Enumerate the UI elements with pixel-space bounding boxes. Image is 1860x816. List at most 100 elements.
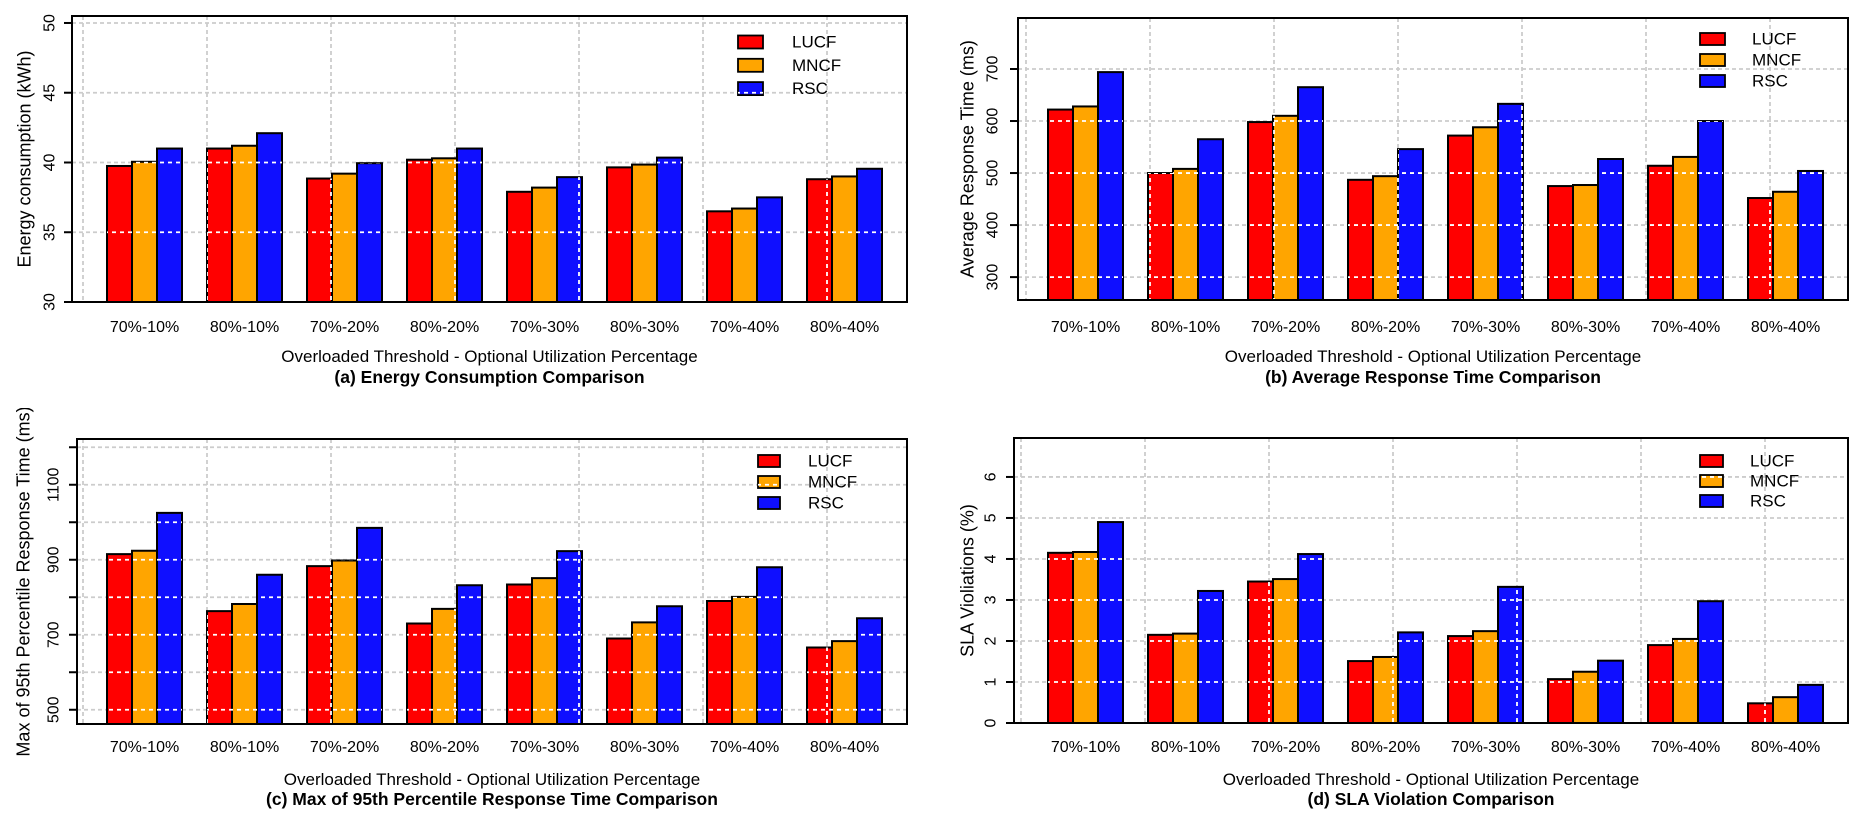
y-tick-label: 700	[985, 56, 1002, 83]
legend-label-rsc: RSC	[1752, 72, 1788, 91]
y-tick-label: 700	[46, 621, 63, 648]
bar-rsc-70%-10%	[156, 147, 183, 303]
bar-mncf-80%-10%	[231, 603, 258, 725]
bar-lucf-70%-20%	[306, 177, 333, 303]
x-axis-title: Overloaded Threshold - Optional Utilizat…	[1223, 770, 1639, 789]
x-tick-label: 70%-30%	[1451, 319, 1520, 336]
bar-mncf-80%-40%	[831, 175, 858, 303]
y-tick-label: 40	[42, 153, 59, 171]
bar-rsc-70%-10%	[1097, 71, 1124, 301]
legend-swatch-rsc	[737, 81, 764, 96]
bar-lucf-80%-40%	[806, 178, 833, 303]
bar-lucf-70%-20%	[306, 565, 333, 725]
legend-label-mncf: MNCF	[1752, 51, 1801, 70]
bar-rsc-80%-40%	[1797, 683, 1824, 725]
bar-mncf-70%-40%	[1672, 637, 1699, 725]
legend-swatches	[1699, 32, 1726, 88]
bar-mncf-80%-20%	[431, 157, 458, 303]
bar-lucf-80%-10%	[206, 147, 233, 303]
bar-rsc-80%-20%	[456, 584, 483, 725]
bar-mncf-70%-10%	[1072, 551, 1099, 724]
x-tick-label: 70%-40%	[710, 319, 779, 336]
legend-label-mncf: MNCF	[808, 473, 857, 492]
legend-swatch-rsc	[757, 496, 781, 510]
x-tick-label: 80%-40%	[810, 319, 879, 336]
legend-label-rsc: RSC	[792, 79, 828, 98]
x-tick-label: 80%-30%	[1551, 739, 1620, 756]
legend-label-lucf: LUCF	[792, 33, 836, 52]
y-tick-label: 600	[985, 108, 1002, 135]
bar-mncf-80%-20%	[431, 607, 458, 725]
bar-mncf-70%-40%	[731, 207, 758, 303]
bar-rsc-80%-40%	[856, 167, 883, 303]
x-tick-label: 80%-30%	[1551, 319, 1620, 336]
chart-caption: (a) Energy Consumption Comparison	[334, 367, 644, 387]
bar-rsc-70%-40%	[756, 566, 783, 725]
x-tick-label: 70%-10%	[1051, 319, 1120, 336]
bar-lucf-70%-10%	[1047, 108, 1074, 301]
bar-lucf-70%-40%	[706, 600, 733, 725]
legend-label-mncf: MNCF	[792, 56, 841, 75]
bar-lucf-80%-40%	[1747, 702, 1774, 725]
bar-rsc-80%-10%	[1197, 589, 1224, 724]
bar-mncf-70%-20%	[331, 559, 358, 725]
legend-label-lucf: LUCF	[808, 452, 852, 471]
bar-lucf-70%-20%	[1247, 580, 1274, 724]
bar-lucf-80%-20%	[406, 158, 433, 303]
bar-lucf-70%-10%	[106, 553, 133, 725]
bar-mncf-80%-20%	[1372, 175, 1399, 301]
x-tick-label: 70%-30%	[510, 319, 579, 336]
bar-rsc-70%-40%	[756, 196, 783, 304]
x-tick-label: 80%-30%	[610, 739, 679, 756]
bar-rsc-80%-20%	[1397, 631, 1424, 724]
y-tick-label: 500	[985, 160, 1002, 187]
x-tick-label: 80%-40%	[810, 739, 879, 756]
x-tick-label: 80%-30%	[610, 319, 679, 336]
legend-label-lucf: LUCF	[1752, 30, 1796, 49]
x-tick-label: 70%-10%	[110, 739, 179, 756]
bar-rsc-70%-40%	[1697, 600, 1724, 724]
legend-swatch-rsc	[1699, 494, 1724, 508]
bar-rsc-80%-40%	[1797, 169, 1824, 301]
bar-lucf-80%-30%	[606, 637, 633, 725]
x-tick-label: 80%-20%	[1351, 319, 1420, 336]
x-tick-label: 70%-20%	[310, 739, 379, 756]
bar-rsc-80%-10%	[256, 132, 283, 303]
x-axis-title: Overloaded Threshold - Optional Utilizat…	[281, 347, 697, 366]
bar-rsc-70%-20%	[1297, 86, 1324, 301]
bar-lucf-80%-10%	[1147, 172, 1174, 301]
legend-label-rsc: RSC	[1750, 492, 1786, 511]
y-tick-label: 2	[983, 636, 1000, 645]
y-tick-label: 50	[42, 14, 59, 32]
bars-group	[1047, 521, 1824, 725]
bar-lucf-70%-30%	[506, 190, 533, 304]
plot-border	[1013, 437, 1849, 724]
bar-rsc-70%-10%	[156, 511, 183, 725]
legend-swatches	[757, 454, 781, 510]
bar-rsc-80%-20%	[456, 147, 483, 303]
bar-rsc-70%-30%	[556, 176, 583, 303]
bar-rsc-80%-30%	[1597, 659, 1624, 725]
y-tick-label: 300	[985, 264, 1002, 291]
x-tick-label: 80%-40%	[1751, 739, 1820, 756]
bar-rsc-70%-40%	[1697, 120, 1724, 301]
bar-rsc-70%-10%	[1097, 521, 1124, 725]
bar-mncf-70%-20%	[331, 172, 358, 303]
legend-swatches	[1699, 454, 1724, 508]
bar-rsc-80%-10%	[256, 573, 283, 725]
x-tick-label: 70%-40%	[710, 739, 779, 756]
x-tick-label: 80%-20%	[410, 739, 479, 756]
legend-swatch-mncf	[757, 475, 781, 489]
legend-swatch-lucf	[1699, 454, 1724, 468]
legend-swatch-rsc	[1699, 74, 1726, 88]
x-tick-label: 70%-30%	[1451, 739, 1520, 756]
x-tick-label: 70%-10%	[110, 319, 179, 336]
plot-border	[76, 438, 908, 725]
x-tick-label: 80%-40%	[1751, 319, 1820, 336]
bar-mncf-70%-40%	[731, 595, 758, 725]
bar-lucf-80%-10%	[1147, 633, 1174, 724]
bar-lucf-80%-30%	[1547, 185, 1574, 301]
y-tick-label: 0	[983, 718, 1000, 727]
x-tick-label: 70%-40%	[1651, 739, 1720, 756]
